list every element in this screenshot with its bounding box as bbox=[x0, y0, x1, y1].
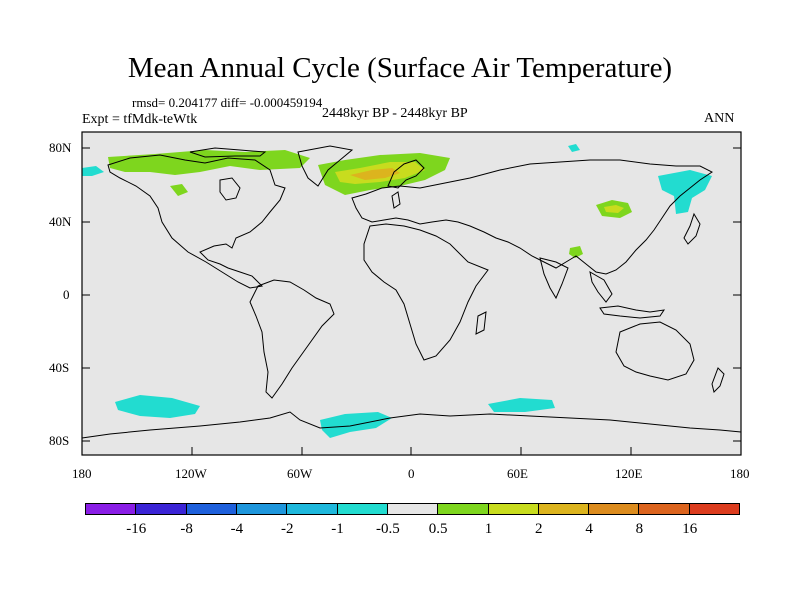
colorbar-label: 4 bbox=[585, 521, 593, 537]
coast-africa bbox=[363, 223, 489, 361]
colorbar-label: -2 bbox=[280, 521, 294, 537]
x-tick-label: 120E bbox=[615, 466, 643, 481]
anomaly-region-himalaya bbox=[569, 246, 583, 258]
experiment-label: Expt = tfMdk-teWtk bbox=[82, 112, 198, 127]
colorbar-label: 8 bbox=[635, 521, 644, 537]
anomaly-region-arctic-small bbox=[568, 144, 580, 152]
colorbar-label: -4 bbox=[230, 521, 244, 537]
coast-new-zealand bbox=[711, 367, 725, 393]
colorbar-label: -16 bbox=[126, 521, 147, 537]
colorbar-label: 1 bbox=[484, 521, 493, 537]
colorbar-box bbox=[638, 503, 690, 515]
period-label: 2448kyr BP - 2448kyr BP bbox=[322, 106, 468, 121]
coast-madagascar bbox=[475, 311, 487, 335]
anomaly-region-north-atlantic bbox=[170, 184, 188, 196]
season-label: ANN bbox=[704, 111, 735, 126]
anomaly-region-scandinavia-core bbox=[350, 168, 400, 180]
colorbar-box bbox=[588, 503, 640, 515]
y-tick-label: 80N bbox=[49, 140, 72, 155]
colorbar-box bbox=[235, 503, 288, 515]
coast-south-america bbox=[249, 279, 335, 399]
coast-greenland bbox=[297, 145, 354, 187]
stats-text: rmsd= 0.204177 diff= -0.000459194 bbox=[132, 95, 323, 110]
colorbar-label: -8 bbox=[180, 521, 193, 537]
coast-scandinavia bbox=[387, 159, 425, 189]
anomaly-region-alaska bbox=[82, 166, 104, 176]
colorbar-label: -1 bbox=[331, 521, 344, 537]
colorbar-box bbox=[386, 503, 439, 515]
coast-north-america bbox=[107, 154, 286, 289]
coast-india bbox=[539, 257, 569, 300]
anomaly-region-south-pacific bbox=[115, 395, 200, 418]
colorbar-box bbox=[85, 503, 137, 515]
colorbar-box bbox=[437, 503, 489, 515]
colorbar-label: -0.5 bbox=[375, 521, 400, 537]
coast-antarctica bbox=[81, 411, 742, 439]
colorbar-label: 2 bbox=[535, 521, 543, 537]
coast-japan bbox=[683, 212, 701, 245]
x-tick-label: 180 bbox=[730, 466, 750, 481]
y-tick-label: 40N bbox=[49, 214, 72, 229]
coast-se-asia bbox=[589, 271, 613, 303]
colorbar-label: 16 bbox=[682, 521, 698, 537]
colorbar-box bbox=[286, 503, 338, 515]
x-tick-label: 60E bbox=[507, 466, 528, 481]
coast-hudson-bay bbox=[219, 177, 241, 201]
colorbar-box bbox=[688, 503, 741, 515]
y-tick-label: 40S bbox=[49, 360, 70, 375]
x-tick-label: 60W bbox=[287, 466, 313, 481]
colorbar-box bbox=[336, 503, 388, 515]
coast-europe-asia bbox=[351, 159, 713, 275]
colorbar-box bbox=[185, 503, 237, 515]
colorbar-box bbox=[135, 503, 187, 515]
colorbar bbox=[85, 503, 741, 515]
anomaly-region-central-asia-core bbox=[604, 205, 624, 213]
coast-australia bbox=[615, 321, 695, 381]
x-tick-label: 180 bbox=[72, 466, 92, 481]
coastlines bbox=[81, 145, 742, 439]
anomaly-region-indian-ocean bbox=[488, 398, 555, 412]
coast-indonesia bbox=[599, 305, 666, 319]
y-tick-label: 0 bbox=[63, 287, 70, 302]
coast-arctic-islands bbox=[189, 147, 267, 158]
x-tick-label: 0 bbox=[408, 466, 415, 481]
y-tick-label: 80S bbox=[49, 433, 70, 448]
map-title: Mean Annual Cycle (Surface Air Temperatu… bbox=[127, 52, 673, 84]
x-tick-marks bbox=[81, 447, 742, 455]
colorbar-box bbox=[537, 503, 590, 515]
x-tick-label: 120W bbox=[175, 466, 207, 481]
colorbar-box bbox=[487, 503, 539, 515]
colorbar-label: 0.5 bbox=[428, 521, 448, 537]
ocean-background bbox=[82, 132, 741, 455]
coast-uk bbox=[391, 191, 401, 209]
y-tick-marks bbox=[82, 147, 741, 442]
